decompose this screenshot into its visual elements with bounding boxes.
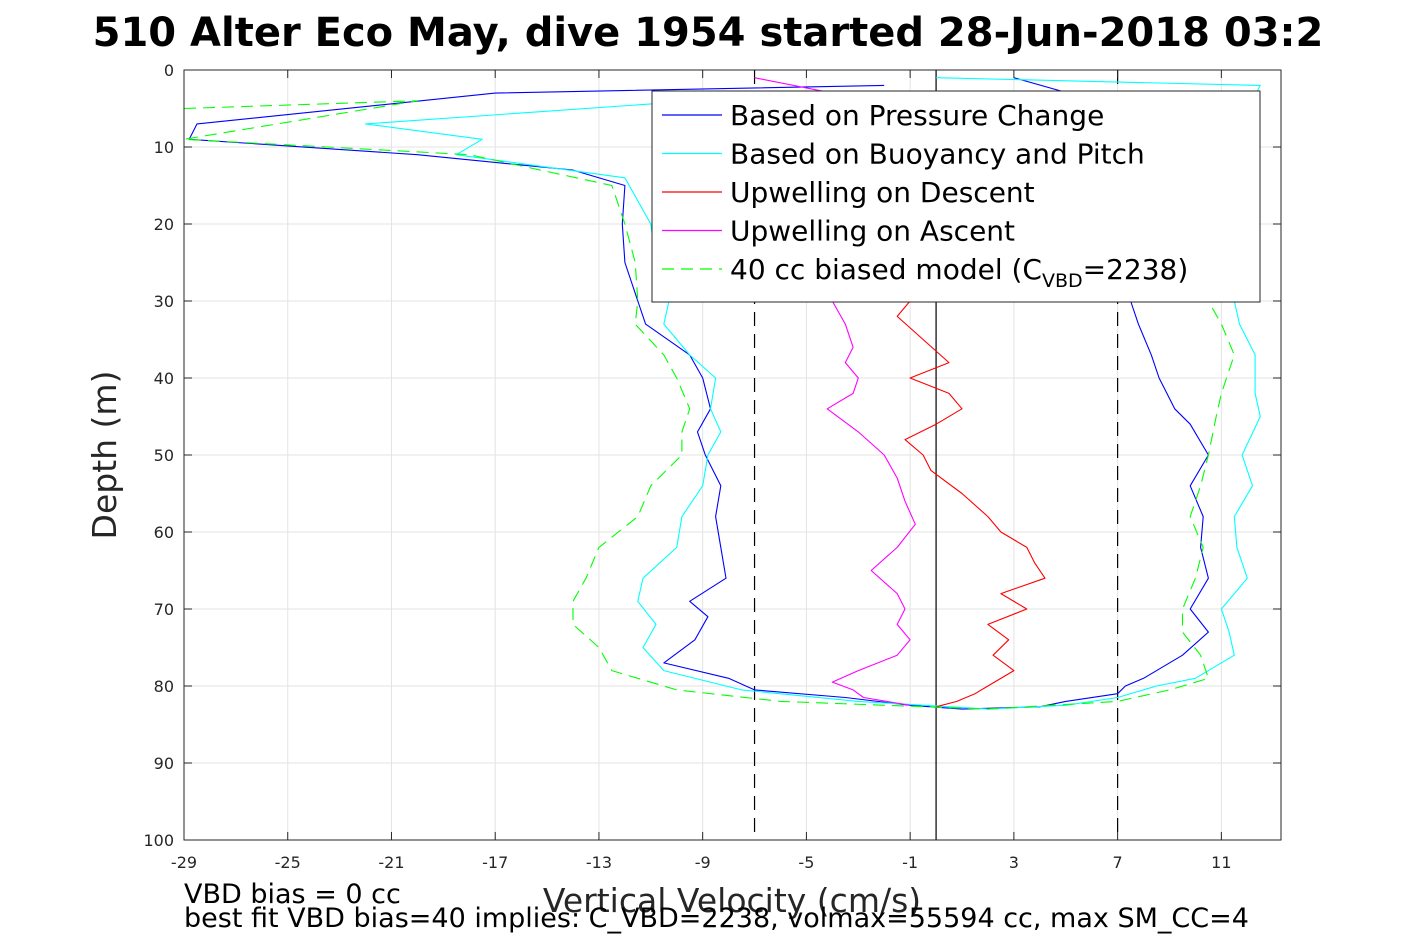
- y-axis-ticks: 0 10 20 30 40 50 60 70 80 90 100: [143, 61, 1281, 850]
- legend-box: [651, 90, 1261, 303]
- x-tick-label-6: -5: [798, 853, 814, 872]
- x-tick-label-7: -1: [902, 853, 918, 872]
- x-tick-label-10: 11: [1211, 853, 1231, 872]
- series-line-1: [364, 77, 1261, 710]
- legend-label-2: Upwelling on Descent: [730, 176, 1035, 209]
- y-tick-label-1: 10: [154, 138, 174, 157]
- legend-label-4: 40 cc biased model (CVBD=2238): [730, 253, 1188, 292]
- series-line-2: [896, 139, 1046, 708]
- x-tick-label-4: -13: [586, 853, 612, 872]
- y-tick-label-5: 50: [154, 446, 174, 465]
- y-tick-label-7: 70: [154, 600, 174, 619]
- x-tick-label-5: -9: [695, 853, 711, 872]
- legend-label-1: Based on Buoyancy and Pitch: [730, 138, 1145, 171]
- y-tick-label-6: 60: [154, 523, 174, 542]
- annotation-vbd-bias: VBD bias = 0 cc: [184, 879, 401, 910]
- y-tick-label-10: 100: [143, 831, 174, 850]
- series-lines: [183, 77, 1261, 710]
- legend-label-3: Upwelling on Ascent: [730, 215, 1015, 248]
- y-tick-label-4: 40: [154, 369, 174, 388]
- y-tick-label-3: 30: [154, 292, 174, 311]
- x-tick-label-2: -21: [378, 853, 404, 872]
- series-line-0: [188, 77, 1209, 710]
- series-line-4: [183, 100, 1235, 710]
- x-tick-label-8: 3: [1009, 853, 1019, 872]
- y-axis-label: Depth (m): [85, 371, 124, 540]
- y-tick-label-0: 0: [164, 61, 174, 80]
- x-tick-label-0: -29: [171, 853, 197, 872]
- y-tick-label-2: 20: [154, 215, 174, 234]
- x-tick-label-9: 7: [1113, 853, 1123, 872]
- y-tick-label-9: 90: [154, 754, 174, 773]
- y-tick-label-8: 80: [154, 677, 174, 696]
- annotation-best-fit: best fit VBD bias=40 implies: C_VBD=2238…: [184, 903, 1249, 934]
- legend-label-tail: =2238): [1083, 253, 1189, 286]
- legend: Based on Pressure Change Based on Buoyanc…: [651, 90, 1261, 303]
- chart-title: 510 Alter Eco May, dive 1954 started 28-…: [93, 10, 1324, 56]
- legend-label-subscript: VBD: [1042, 270, 1083, 292]
- series-line-3: [754, 77, 916, 706]
- x-axis-label: Vertical Velocity (cm/s): [543, 881, 921, 920]
- x-axis-ticks: -29 -25 -21 -17 -13 -9 -5 -1 3 7 11: [171, 70, 1232, 872]
- x-tick-label-1: -25: [275, 853, 301, 872]
- x-tick-label-3: -17: [482, 853, 508, 872]
- legend-label-0: Based on Pressure Change: [730, 99, 1104, 132]
